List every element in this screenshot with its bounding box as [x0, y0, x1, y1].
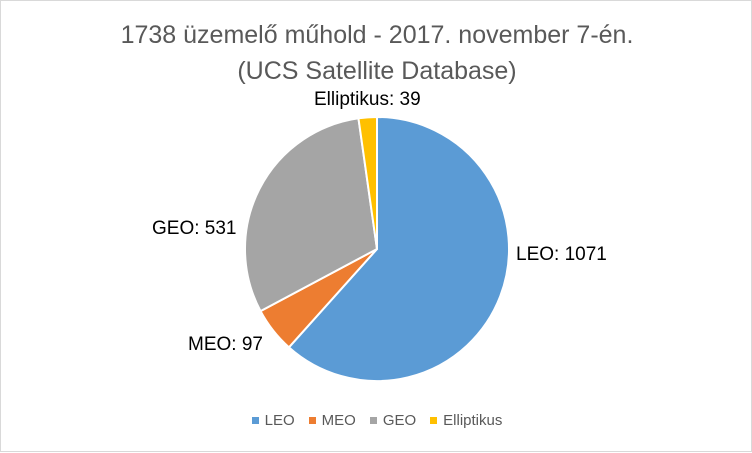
legend-item-elliptikus: Elliptikus [430, 412, 502, 429]
data-label-elliptikus: Elliptikus: 39 [314, 89, 421, 110]
pie-slice-leo [287, 115, 510, 382]
chart-subtitle: (UCS Satellite Database) [237, 57, 517, 85]
data-label-leo: LEO: 1071 [516, 244, 607, 265]
data-label-geo: GEO: 531 [152, 218, 237, 239]
legend-label-leo: LEO [264, 412, 295, 429]
legend-item-geo: GEO [369, 412, 417, 429]
data-label-meo: MEO: 97 [188, 334, 263, 355]
legend-label-meo: MEO [321, 412, 356, 429]
chart-title: 1738 üzemelő műhold - 2017. november 7-é… [120, 21, 634, 49]
pie-slice-elliptikus [357, 115, 378, 250]
legend-swatch-elliptikus [430, 417, 438, 424]
legend-swatch-leo [251, 417, 259, 424]
legend-label-elliptikus: Elliptikus [443, 412, 503, 429]
legend-swatch-geo [369, 417, 377, 424]
legend-item-meo: MEO [308, 412, 356, 429]
pie-slice-geo [243, 117, 379, 313]
legend-swatch-meo [308, 417, 316, 424]
legend-item-leo: LEO [251, 412, 295, 429]
legend: LEO MEO GEO Elliptikus [1, 412, 752, 429]
legend-label-geo: GEO [382, 412, 417, 429]
